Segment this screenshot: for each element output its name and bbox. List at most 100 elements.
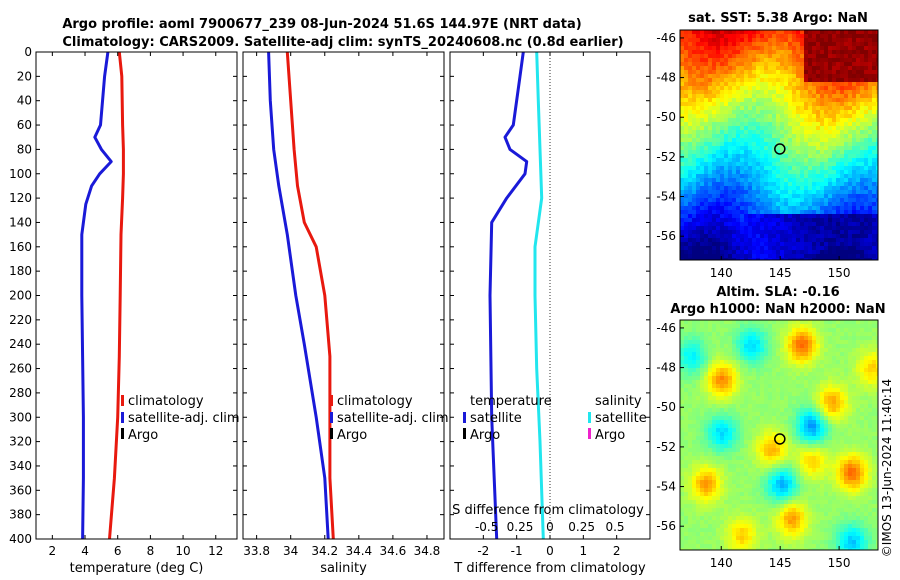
map-cell: [712, 82, 717, 87]
map-cell: [876, 186, 878, 191]
map-cell: [680, 74, 685, 79]
map-cell: [732, 122, 737, 127]
map-cell: [760, 138, 765, 143]
map-cell: [820, 210, 825, 215]
map-cell: [700, 146, 705, 151]
map-cell: [856, 376, 861, 381]
map-cell: [752, 90, 757, 95]
map-cell: [816, 336, 821, 341]
map-cell: [704, 344, 709, 349]
map-cell: [732, 320, 737, 325]
map-cell: [784, 364, 789, 369]
map-cell: [732, 250, 737, 255]
map-cell: [700, 356, 705, 361]
map-cell: [876, 78, 878, 83]
map-cell: [744, 62, 749, 67]
map-cell: [712, 388, 717, 393]
map-cell: [808, 146, 813, 151]
map-cell: [732, 162, 737, 167]
map-cell: [848, 150, 853, 155]
map-cell: [876, 166, 878, 171]
map-cell: [788, 384, 793, 389]
map-cell: [860, 154, 865, 159]
map-cell: [864, 46, 869, 51]
map-cell: [848, 70, 853, 75]
map-cell: [688, 238, 693, 243]
map-cell: [792, 214, 797, 219]
map-cell: [724, 416, 729, 421]
map-cell: [792, 360, 797, 365]
map-cell: [848, 38, 853, 43]
map-cell: [856, 344, 861, 349]
map-cell: [872, 150, 877, 155]
map-cell: [768, 34, 773, 39]
map-cell: [760, 246, 765, 251]
map-cell: [848, 364, 853, 369]
map-cell: [844, 126, 849, 131]
map-cell: [740, 78, 745, 83]
map-cell: [868, 62, 873, 67]
map-cell: [860, 166, 865, 171]
map-cell: [836, 122, 841, 127]
map-cell: [844, 258, 849, 260]
map-cell: [704, 50, 709, 55]
map-cell: [796, 396, 801, 401]
map-cell: [732, 118, 737, 123]
map-cell: [852, 210, 857, 215]
map-cell: [852, 380, 857, 385]
map-cell: [852, 320, 857, 325]
map-cell: [776, 328, 781, 333]
map-cell: [740, 86, 745, 91]
map-cell: [844, 336, 849, 341]
map-cell: [776, 182, 781, 187]
map-cell: [828, 238, 833, 243]
map-cell: [708, 58, 713, 63]
map-cell: [800, 130, 805, 135]
map-cell: [688, 82, 693, 87]
map-cell: [792, 254, 797, 259]
map-cell: [716, 58, 721, 63]
map-cell: [808, 222, 813, 227]
map-cell: [812, 194, 817, 199]
map-cell: [876, 218, 878, 223]
map-cell: [740, 106, 745, 111]
map-cell: [820, 384, 825, 389]
map-cell: [852, 178, 857, 183]
map-cell: [752, 86, 757, 91]
map-cell: [700, 222, 705, 227]
map-cell: [808, 102, 813, 107]
map-cell: [816, 348, 821, 353]
map-cell: [700, 448, 705, 453]
map-cell: [684, 250, 689, 255]
map-cell: [696, 38, 701, 43]
map-cell: [772, 206, 777, 211]
map-cell: [796, 210, 801, 215]
map-cell: [876, 98, 878, 103]
map-cell: [700, 158, 705, 163]
map-cell: [736, 408, 741, 413]
map-cell: [740, 90, 745, 95]
map-cell: [788, 90, 793, 95]
map-cell: [828, 94, 833, 99]
map-cell: [804, 230, 809, 235]
map-cell: [732, 456, 737, 461]
map-cell: [772, 416, 777, 421]
map-cell: [696, 202, 701, 207]
map-cell: [816, 436, 821, 441]
map-cell: [768, 202, 773, 207]
map-cell: [728, 90, 733, 95]
map-cell: [868, 400, 873, 405]
map-cell: [680, 42, 685, 47]
map-cell: [828, 194, 833, 199]
map-cell: [692, 324, 697, 329]
map-cell: [704, 150, 709, 155]
map-cell: [864, 214, 869, 219]
map-cell: [804, 440, 809, 445]
map-cell: [692, 238, 697, 243]
map-cell: [720, 320, 725, 325]
map-cell: [832, 218, 837, 223]
legend-label-climatology: climatology: [337, 394, 413, 409]
map-cell: [736, 238, 741, 243]
map-cell: [800, 50, 805, 55]
map-cell: [764, 34, 769, 39]
